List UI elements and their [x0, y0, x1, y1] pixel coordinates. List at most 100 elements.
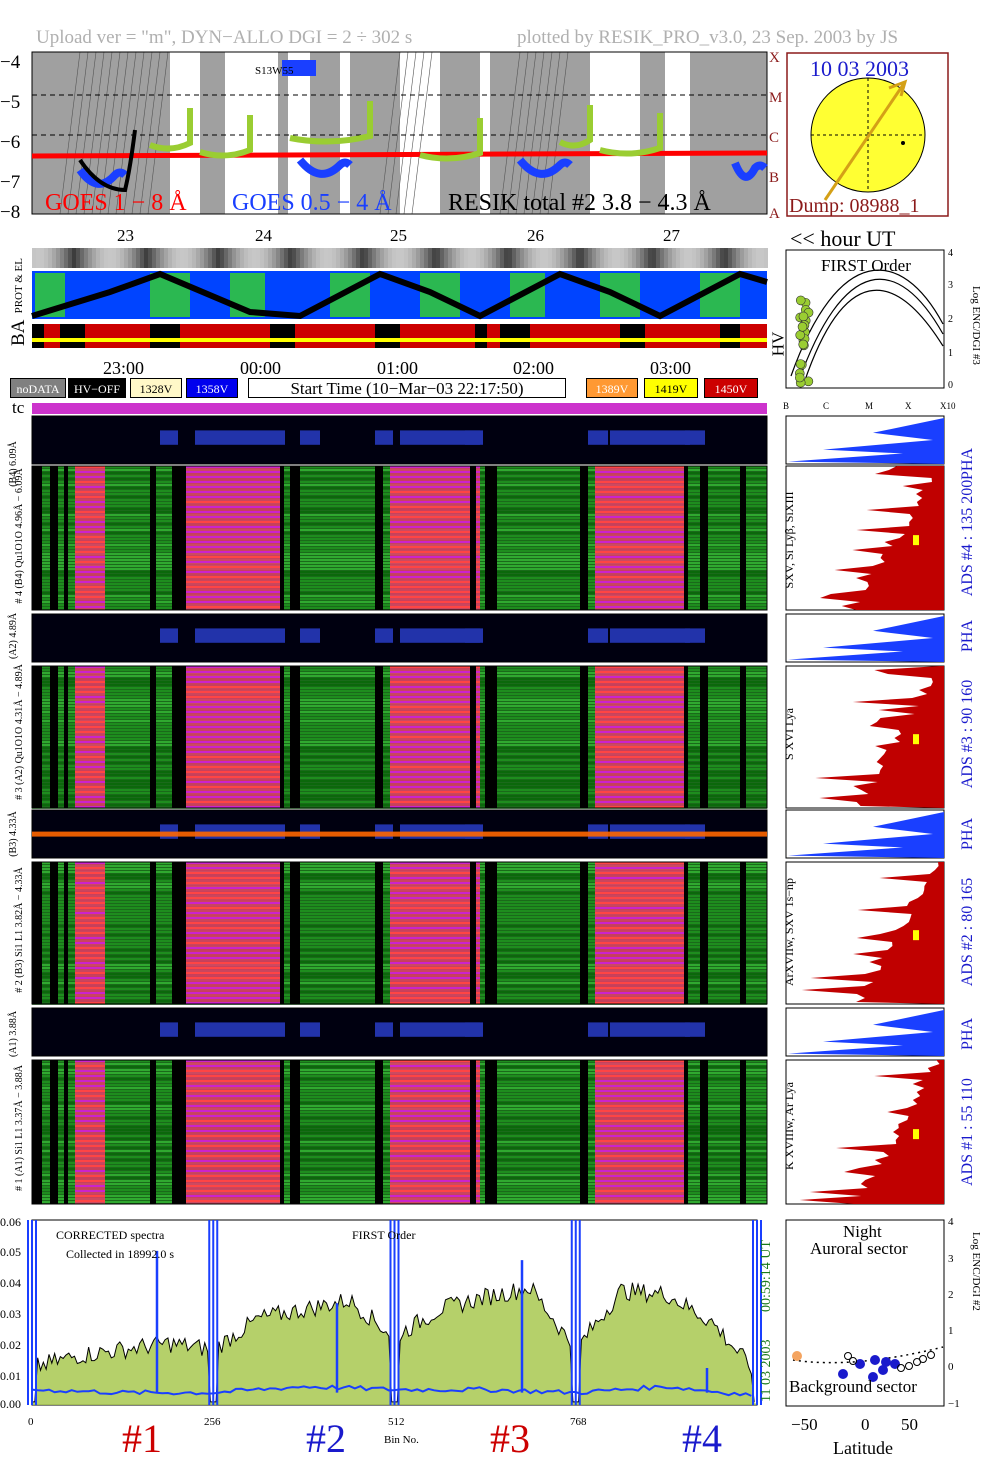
- spec-intense-row: [75, 1195, 105, 1197]
- spec-intense-row: [185, 471, 280, 473]
- spec-intense-row: [390, 1065, 480, 1067]
- elevation-cell: [464, 248, 468, 268]
- spec-intense-row: [595, 1160, 685, 1162]
- spec-intense-row: [185, 942, 280, 944]
- spec-gap: [684, 466, 688, 610]
- spec-intense-row: [75, 731, 105, 733]
- spec-intense-row: [390, 691, 480, 693]
- spec-intense-row: [185, 927, 280, 929]
- spec-intense-row: [75, 491, 105, 493]
- tc-bar: [32, 403, 767, 414]
- resik-curve: [599, 113, 663, 157]
- pha-label: PHA: [959, 1018, 976, 1050]
- elevation-cell: [384, 248, 388, 268]
- ads-label: ADS #1 : 55 110: [959, 1078, 976, 1186]
- elevation-cell: [344, 248, 348, 268]
- spec-intense-row: [390, 566, 480, 568]
- spec-intense-row: [595, 942, 685, 944]
- spec-intense-row: [595, 741, 685, 743]
- spec-intense-row: [390, 771, 480, 773]
- saa-hatch: [75, 51, 97, 215]
- spec-intense-row: [595, 606, 685, 608]
- spec-intense-row: [390, 1135, 480, 1137]
- resik-curve: [558, 105, 593, 149]
- elevation-cell: [160, 248, 164, 268]
- pha-band: [400, 1022, 480, 1037]
- spec-intense-row: [595, 761, 685, 763]
- saa-hatch: [531, 51, 553, 215]
- ba-off-segment: [620, 324, 645, 348]
- spec-intense-row: [75, 696, 105, 698]
- pha-band: [160, 824, 178, 839]
- spec-intense-row: [75, 536, 105, 538]
- spec-intense-row: [185, 761, 280, 763]
- elevation-cell: [72, 248, 76, 268]
- spec-gap: [740, 1060, 746, 1204]
- spec-intense-row: [185, 937, 280, 939]
- spec-gap: [580, 862, 588, 1004]
- resik-curve: [148, 108, 193, 152]
- resik-curve: [419, 118, 483, 162]
- spec-intense-row: [185, 776, 280, 778]
- region-marker: [282, 60, 316, 76]
- elevation-cell: [624, 248, 628, 268]
- spec-intense-row: [390, 1190, 480, 1192]
- spec-intense-row: [390, 801, 480, 803]
- orbit-panel: Night Auroral sector Background sector 4…: [785, 1216, 982, 1458]
- elevation-cell: [356, 248, 360, 268]
- elevation-cell: [576, 248, 580, 268]
- elevation-cell: [696, 248, 700, 268]
- spec-intense-row: [390, 982, 480, 984]
- elevation-cell: [60, 248, 64, 268]
- spec-intense-row: [595, 591, 685, 593]
- spec-intense-row: [390, 882, 480, 884]
- elevation-cell: [420, 248, 424, 268]
- elevation-cell: [404, 248, 408, 268]
- spec-intense-row: [390, 1125, 480, 1127]
- elevation-cell: [140, 248, 144, 268]
- orbit-track: [31, 270, 768, 320]
- spectrum-ytick: 0.04: [0, 1276, 21, 1290]
- spec-intense-row: [185, 872, 280, 874]
- spec-gap: [700, 666, 708, 808]
- sun-axis-arrow: [823, 81, 907, 201]
- spec-intense-row: [595, 917, 685, 919]
- spec-intense-row: [75, 561, 105, 563]
- spec-intense-row: [595, 786, 685, 788]
- spec-intense-row: [390, 491, 480, 493]
- spec-intense-row: [390, 892, 480, 894]
- spec-intense-row: [390, 721, 480, 723]
- spec-intense-row: [595, 491, 685, 493]
- spec-gap: [290, 666, 300, 808]
- first-order-points: [794, 295, 814, 388]
- spec-intense-row: [595, 496, 685, 498]
- spec-intense-row: [390, 761, 480, 763]
- elevation-cell: [196, 248, 200, 268]
- spec-gap: [470, 862, 476, 1004]
- elevation-cell: [436, 248, 440, 268]
- spec-intense-row: [75, 546, 105, 548]
- spec-intense-row: [185, 1085, 280, 1087]
- spec-intense-row: [75, 571, 105, 573]
- spec-intense-row: [75, 1200, 105, 1202]
- elevation-cell: [684, 248, 688, 268]
- spec-intense-row: [595, 796, 685, 798]
- spec-intense-row: [390, 872, 480, 874]
- pha-band: [375, 430, 393, 445]
- spec-intense-row: [185, 1150, 280, 1152]
- spec-intense-row: [595, 541, 685, 543]
- spec-intense-row: [185, 781, 280, 783]
- spec-intense-row: [75, 801, 105, 803]
- spec-intense-row: [75, 907, 105, 909]
- spec-channel-label: # 4 (B4) Qu1O1O 4.96Å − 6.09Å: [13, 468, 25, 604]
- spec-intense-row: [390, 546, 480, 548]
- elevation-cell: [228, 248, 232, 268]
- spec-intense-row: [595, 781, 685, 783]
- spec-intense-row: [595, 566, 685, 568]
- pha-band: [300, 824, 320, 839]
- elevation-cell: [116, 248, 120, 268]
- spec-intense-row: [185, 997, 280, 999]
- orbit-ytick: 1: [948, 1325, 954, 1337]
- spec-intense-row: [390, 1110, 480, 1112]
- channel-labels: (B4) 6.09Å # 4 (B4) Qu1O1O 4.96Å − 6.09Å…: [7, 440, 25, 1191]
